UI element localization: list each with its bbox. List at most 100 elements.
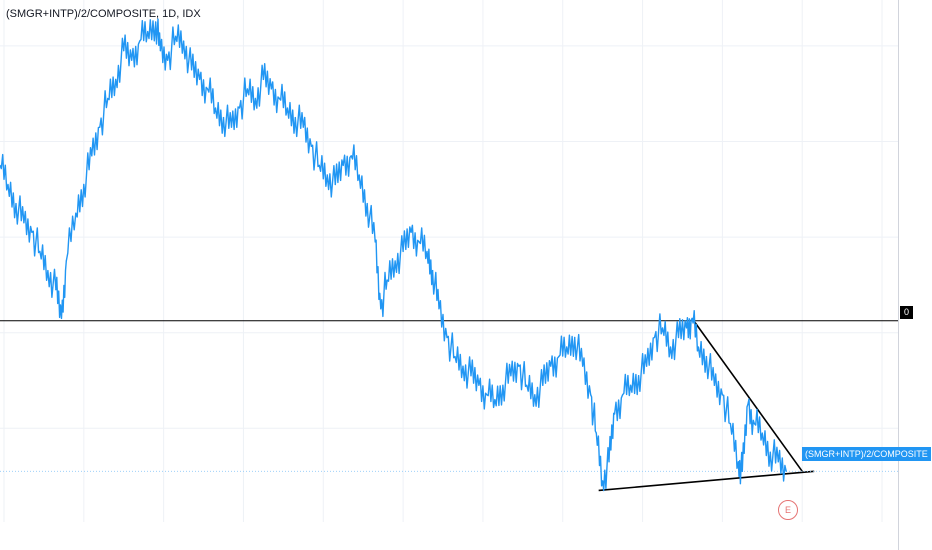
price-point [394, 260, 396, 262]
price-point [595, 432, 597, 434]
price-point [214, 107, 217, 109]
price-point [661, 327, 664, 329]
price-point [737, 461, 739, 463]
price-point [761, 432, 763, 434]
price-point [486, 394, 488, 396]
price-point [278, 97, 280, 100]
price-point [167, 59, 169, 61]
series-layer [0, 18, 787, 492]
price-point [326, 174, 328, 176]
price-point [747, 403, 749, 405]
price-point [286, 107, 288, 109]
price-point [230, 126, 233, 128]
price-point [75, 212, 77, 214]
annotation-layer [0, 317, 898, 492]
price-point [550, 365, 552, 367]
price-point [454, 356, 456, 358]
price-point [637, 375, 640, 377]
price-point [15, 203, 17, 205]
price-point [7, 183, 9, 186]
price-point [238, 107, 241, 109]
price-point [685, 327, 688, 329]
price-series-line [0, 18, 787, 492]
price-point [753, 422, 755, 425]
price-point [159, 50, 162, 52]
trendline-1 [691, 317, 803, 472]
price-point [270, 88, 272, 90]
series-price-badge: (SMGR+INTP)/2/COMPOSITE 0 [802, 447, 932, 461]
price-point [83, 183, 85, 186]
horizontal-line-value-badge: 0 [900, 306, 914, 319]
price-point [542, 384, 544, 386]
price-point [131, 59, 133, 61]
price-point [741, 470, 743, 472]
price-point [478, 384, 480, 386]
price-point [785, 470, 787, 472]
price-point [222, 117, 225, 119]
price-point [262, 78, 265, 80]
price-point [60, 317, 63, 319]
price-point [502, 384, 504, 386]
price-point [669, 346, 672, 348]
series-badge-value: 0 [930, 447, 932, 461]
price-point [721, 394, 723, 396]
price-point [55, 289, 57, 291]
price-point [358, 174, 360, 176]
price-point [622, 394, 624, 396]
price-point [432, 269, 434, 272]
price-point [462, 365, 464, 367]
price-point [99, 126, 101, 128]
price-point [510, 375, 512, 377]
price-point [334, 183, 336, 186]
price-point [31, 231, 33, 233]
price-point [418, 241, 420, 243]
price-point [653, 336, 656, 339]
price-point [494, 399, 496, 401]
price-point [705, 356, 708, 358]
price-point [123, 50, 125, 52]
price-point [582, 365, 584, 367]
chart-title: (SMGR+INTP)/2/COMPOSITE, 1D, IDX [6, 8, 201, 20]
price-point [777, 461, 779, 463]
price-point [318, 164, 320, 166]
price-point [590, 394, 592, 396]
price-point [0, 164, 1, 166]
price-point [380, 308, 382, 310]
price-point [438, 308, 440, 310]
price-point [107, 97, 109, 100]
price-point [526, 384, 528, 386]
price-point [614, 413, 616, 415]
price-point [198, 78, 201, 80]
series-badge-label: (SMGR+INTP)/2/COMPOSITE [805, 449, 928, 459]
price-point [310, 145, 312, 147]
price-point [246, 88, 249, 90]
price-point [155, 21, 157, 23]
price-point [574, 336, 576, 339]
price-point [294, 117, 296, 119]
price-point [91, 155, 93, 157]
price-point [713, 384, 716, 386]
price-point [426, 250, 428, 253]
price-point [115, 78, 117, 80]
price-point [558, 356, 560, 358]
price-point [566, 346, 568, 348]
price-point [769, 451, 771, 453]
time-axis-background [0, 522, 932, 550]
price-point [602, 480, 604, 482]
price-point [182, 40, 185, 42]
price-point [386, 279, 388, 281]
price-point [374, 241, 376, 243]
price-scale[interactable] [898, 0, 932, 550]
chart-grid [0, 0, 898, 522]
price-point [534, 394, 536, 396]
price-point [139, 40, 141, 42]
price-point [402, 250, 404, 253]
price-point [470, 375, 472, 377]
price-point [608, 461, 610, 463]
earnings-event-marker[interactable]: E [778, 500, 798, 520]
price-point [147, 30, 149, 33]
price-point [206, 88, 209, 90]
price-point [350, 155, 352, 157]
price-point [254, 97, 257, 100]
